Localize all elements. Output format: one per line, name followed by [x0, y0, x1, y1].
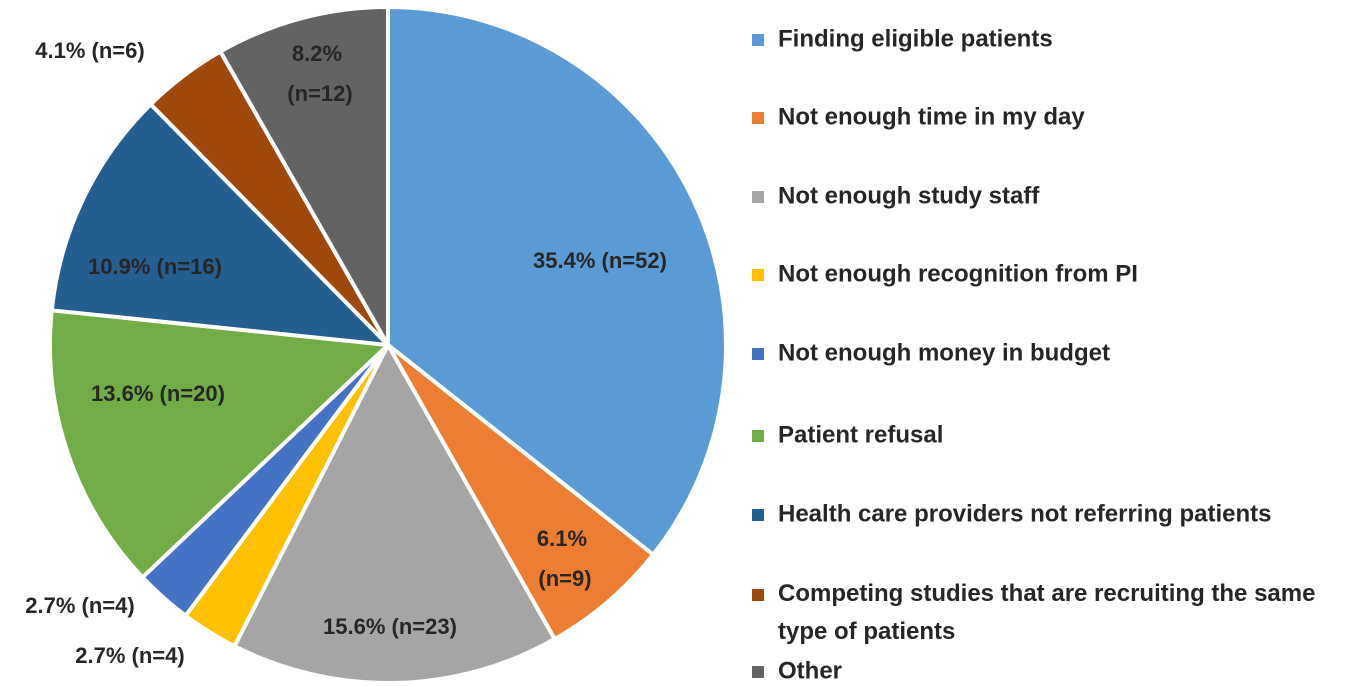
data-label: 15.6% (n=23): [323, 614, 457, 639]
legend-marker: [752, 269, 764, 281]
legend-label: Competing studies that are recruiting th…: [778, 580, 1322, 645]
legend-marker: [752, 509, 764, 521]
pie-slice: [232, 343, 557, 685]
data-label: 10.9% (n=16): [88, 254, 222, 279]
data-label: 6.1% (n=9): [537, 526, 593, 591]
legend-label: Not enough recognition from PI: [778, 260, 1138, 287]
pie-slice: [386, 5, 728, 557]
data-label: 4.1% (n=6): [35, 38, 144, 63]
legend-label: Not enough study staff: [778, 182, 1040, 209]
legend-label: Patient refusal: [778, 421, 943, 448]
data-label: 2.7% (n=4): [75, 643, 184, 668]
data-label: 2.7% (n=4): [25, 593, 134, 618]
pie-slice: [386, 343, 656, 642]
data-label: 35.4% (n=52): [533, 248, 667, 273]
legend-label: Health care providers not referring pati…: [778, 500, 1271, 527]
legend-label: Other: [778, 657, 842, 684]
data-label: 13.6% (n=20): [91, 381, 225, 406]
legend-marker: [752, 348, 764, 360]
legend-marker: [752, 430, 764, 442]
legend-marker: [752, 589, 764, 601]
pie-slice: [49, 102, 390, 347]
legend-marker: [752, 666, 764, 678]
legend-marker: [752, 112, 764, 124]
legend-label: Not enough time in my day: [778, 103, 1085, 130]
pie-slice: [218, 5, 390, 347]
legend-marker: [752, 34, 764, 46]
legend-marker: [752, 191, 764, 203]
data-label: 8.2% (n=12): [287, 41, 352, 106]
legend-label: Not enough money in budget: [778, 339, 1110, 366]
legend-label: Finding eligible patients: [778, 25, 1053, 52]
pie-slice: [48, 308, 390, 580]
